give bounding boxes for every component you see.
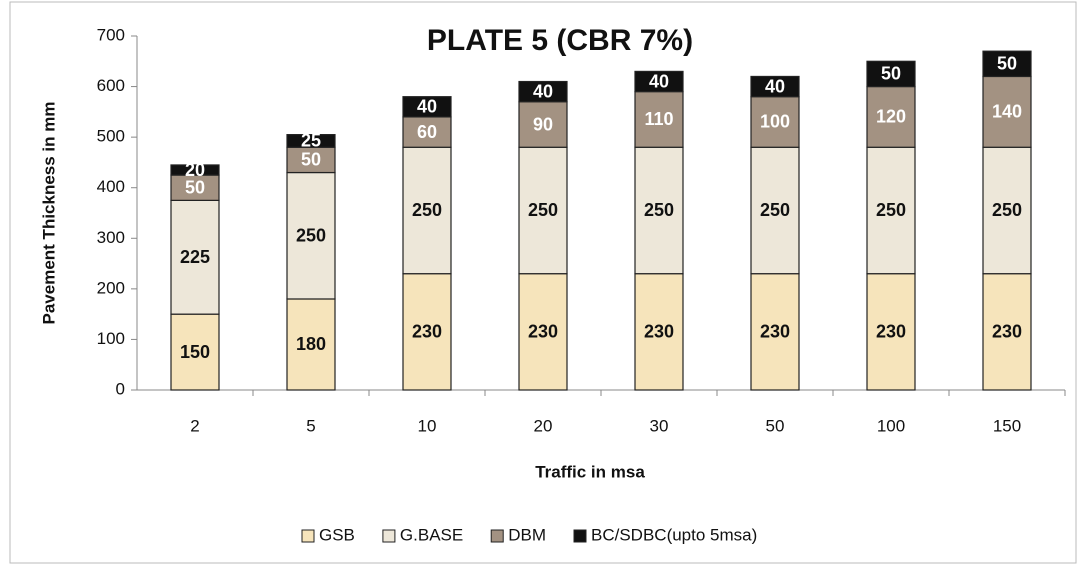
value-label: 100 [760,112,790,132]
bar-segment [170,199,220,315]
value-label: 250 [760,200,790,220]
y-tick-label: 600 [97,76,125,95]
y-axis-label: Pavement Thickness in mm [39,102,58,325]
value-label: 50 [185,177,205,197]
y-tick-label: 200 [97,278,125,297]
value-label: 180 [296,334,326,354]
legend-label: DBM [508,525,546,544]
bar-segment [750,146,800,275]
value-label: 250 [644,200,674,220]
bar-segment [286,134,336,148]
value-label: 20 [185,160,205,180]
legend-label: GSB [319,525,355,544]
bar-segment [634,273,684,391]
value-label: 250 [528,200,558,220]
value-label: 250 [412,200,442,220]
y-tick-label: 500 [97,127,125,146]
legend-label: G.BASE [400,525,463,544]
x-tick-label: 2 [190,416,199,435]
value-label: 250 [992,200,1022,220]
legend-swatch [382,529,396,543]
value-label: 50 [301,150,321,170]
legend-swatch [573,529,587,543]
value-label: 230 [876,322,906,342]
chart-title: PLATE 5 (CBR 7%) [427,24,693,57]
bar-segment [170,164,220,176]
bar-segment [866,273,916,391]
value-label: 90 [533,114,553,134]
bar-segment [750,75,800,98]
y-tick-label: 0 [116,379,125,398]
value-label: 230 [528,322,558,342]
bar-segment [518,101,568,148]
bar-segment [634,91,684,148]
value-label: 250 [876,200,906,220]
bar-segment [982,273,1032,391]
y-tick-label: 700 [97,25,125,44]
value-label: 40 [765,76,785,96]
y-tick-label: 300 [97,228,125,247]
bar-segment [982,50,1032,78]
value-label: 40 [533,81,553,101]
y-tick-label: 400 [97,177,125,196]
bar-segment [866,146,916,275]
bar-segment [634,70,684,93]
value-label: 40 [417,97,437,117]
bar-segment [286,298,336,391]
x-tick-label: 5 [306,416,315,435]
bar-segment [518,80,568,103]
x-tick-label: 10 [418,416,437,435]
bar-segment [518,273,568,391]
bar-segment [866,85,916,148]
x-axis-label: Traffic in msa [535,462,645,481]
bar-segment [402,273,452,391]
bar-segment [518,146,568,275]
value-label: 230 [644,322,674,342]
value-label: 150 [180,342,210,362]
value-label: 230 [992,322,1022,342]
x-tick-label: 50 [766,416,785,435]
value-label: 250 [296,226,326,246]
bar-segment [286,146,336,174]
bar-segment [402,116,452,148]
legend-swatch [490,529,504,543]
value-label: 110 [644,109,673,129]
x-tick-label: 100 [877,416,905,435]
bar-segment [286,171,336,300]
x-tick-label: 150 [993,416,1021,435]
value-label: 140 [992,102,1022,122]
value-label: 230 [760,322,790,342]
bar-segment [402,96,452,118]
value-label: 50 [997,54,1017,74]
bar-segment [750,96,800,148]
value-label: 50 [881,64,901,84]
value-label: 25 [301,131,321,151]
x-tick-label: 30 [650,416,669,435]
bar-segment [866,60,916,88]
bar-segment [634,146,684,275]
value-label: 225 [180,247,210,267]
legend-label: BC/SDBC(upto 5msa) [591,525,757,544]
bar-segment [982,75,1032,148]
x-tick-label: 20 [534,416,553,435]
bar-segment [170,174,220,201]
value-label: 60 [417,122,437,142]
legend-swatch [301,529,315,543]
bar-segment [170,313,220,391]
value-label: 230 [412,322,442,342]
y-tick-label: 100 [97,329,125,348]
value-label: 40 [649,71,669,91]
value-label: 120 [876,107,906,127]
